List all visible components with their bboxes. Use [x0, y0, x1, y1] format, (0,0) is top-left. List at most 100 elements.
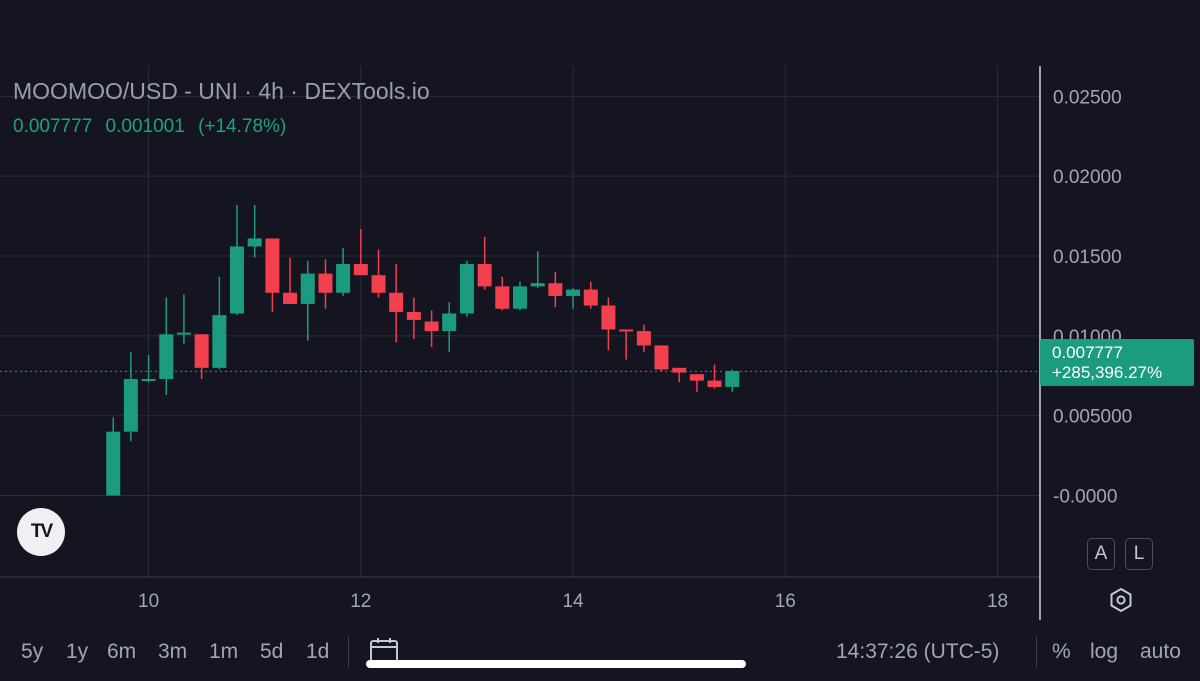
candle-body	[265, 238, 280, 293]
candle	[371, 249, 386, 298]
candle	[265, 238, 280, 312]
candle-body	[442, 313, 457, 332]
y-tick-label: -0.0000	[1053, 487, 1117, 508]
candle-body	[636, 331, 651, 346]
auto-scale-toggle[interactable]: auto	[1140, 640, 1181, 663]
x-tick-label: 12	[350, 591, 371, 612]
range-button-5d[interactable]: 5d	[260, 640, 284, 663]
price-axis-labels: 0.025000.020000.015000.010000.005000-0.0…	[1053, 87, 1132, 507]
clock-timezone[interactable]: 14:37:26 (UTC-5)	[836, 640, 1000, 663]
candle	[601, 297, 616, 351]
candle	[247, 204, 262, 258]
candle	[636, 324, 651, 352]
candle-body	[530, 283, 545, 287]
x-tick-label: 10	[138, 591, 159, 612]
candle	[406, 297, 421, 340]
candle	[176, 294, 191, 344]
range-button-1y[interactable]: 1y	[66, 640, 89, 663]
candle-body	[389, 292, 404, 312]
candle-body	[406, 311, 421, 320]
range-button-3m[interactable]: 3m	[158, 640, 188, 663]
candle	[548, 271, 563, 308]
candle	[495, 276, 510, 311]
y-tick-label: 0.01500	[1053, 247, 1122, 268]
candle	[159, 297, 174, 395]
candle	[513, 281, 527, 311]
symbol-title: MOOMOO/USD - UNI · 4h · DEXTools.io	[13, 78, 430, 104]
candle	[389, 264, 404, 343]
candle-body	[318, 273, 333, 293]
last-price-value: 0.007777	[13, 116, 93, 137]
change-value: 0.001001	[105, 116, 185, 137]
candle-body	[583, 289, 598, 306]
candle	[459, 260, 474, 317]
candle	[424, 310, 439, 348]
candle	[725, 369, 740, 392]
candle	[229, 204, 244, 316]
candle-body	[353, 264, 368, 276]
chart-grid	[0, 66, 1040, 577]
candle	[283, 257, 298, 304]
candle	[123, 351, 138, 442]
tradingview-logo-icon[interactable]: TV	[17, 508, 65, 556]
candle	[212, 276, 227, 370]
percent-scale-button[interactable]: %	[1052, 640, 1071, 663]
badge-price: 0.007777	[1052, 343, 1123, 362]
candle	[106, 417, 121, 496]
price-legend: 0.007777 0.001001 (+14.78%)	[13, 116, 294, 138]
candle-body	[229, 246, 244, 314]
candle-body	[689, 374, 704, 381]
candles	[106, 204, 740, 496]
candle	[477, 236, 492, 290]
candle-body	[141, 378, 156, 381]
candle-body	[601, 305, 616, 330]
candle	[654, 345, 669, 372]
candle	[689, 374, 704, 392]
candle-body	[194, 334, 209, 368]
candle-body	[247, 238, 262, 247]
candle-body	[725, 371, 740, 387]
candle-body	[513, 286, 527, 309]
range-button-1d[interactable]: 1d	[306, 640, 330, 663]
last-price-badge: 0.007777 +285,396.27%	[1040, 339, 1194, 386]
candle	[672, 367, 687, 383]
range-button-6m[interactable]: 6m	[107, 640, 137, 663]
candle	[141, 355, 156, 383]
candle	[566, 287, 581, 309]
candle	[619, 329, 634, 360]
home-indicator-bar	[366, 660, 746, 668]
candle-body	[300, 273, 315, 304]
change-percent: (+14.78%)	[198, 116, 287, 137]
log-scale-button[interactable]: L	[1125, 538, 1153, 570]
y-tick-label: 0.02000	[1053, 167, 1122, 188]
candle-body	[477, 264, 492, 287]
time-axis-labels: 10 12 14 16 18	[138, 591, 1008, 612]
candle-body	[672, 367, 687, 373]
badge-change: +285,396.27%	[1052, 363, 1163, 382]
candle-body	[424, 321, 439, 332]
candle	[318, 259, 333, 309]
candle-body	[495, 286, 510, 309]
candle	[583, 281, 598, 309]
candle	[353, 228, 368, 276]
candle-body	[459, 264, 474, 314]
candle	[707, 364, 722, 389]
candle	[530, 251, 545, 288]
candle	[194, 334, 209, 379]
candle-body	[619, 329, 634, 332]
settings-hexagon-icon[interactable]	[1108, 587, 1134, 613]
y-tick-label: 0.02500	[1053, 87, 1122, 108]
candle-body	[548, 283, 563, 296]
candle	[336, 248, 351, 296]
auto-scale-button[interactable]: A	[1087, 538, 1115, 570]
y-tick-label: 0.005000	[1053, 407, 1132, 428]
range-button-5y[interactable]: 5y	[21, 640, 44, 663]
x-tick-label: 14	[562, 591, 584, 612]
range-button-1m[interactable]: 1m	[209, 640, 239, 663]
log-scale-toggle[interactable]: log	[1090, 640, 1119, 663]
toolbar-divider-right	[1036, 636, 1037, 668]
x-tick-label: 18	[987, 591, 1008, 612]
candle-body	[283, 292, 298, 304]
candle-body	[336, 264, 351, 293]
toolbar-divider	[348, 636, 349, 668]
